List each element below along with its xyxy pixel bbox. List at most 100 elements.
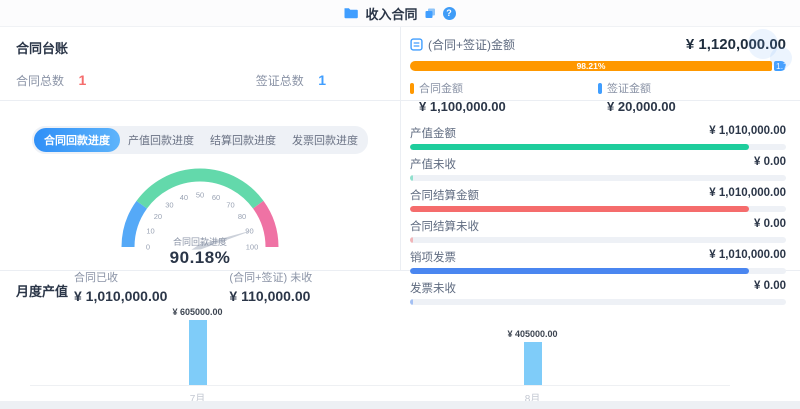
stat-row-invoice-unreceived: 发票未收 ¥ 0.00 bbox=[410, 278, 786, 305]
monthly-title: 月度产值 bbox=[16, 284, 69, 299]
legend-visa-amount: 签证金额 ¥ 20,000.00 bbox=[598, 80, 786, 114]
gauge-segment bbox=[121, 200, 148, 248]
received-label: 合同已收 bbox=[74, 272, 118, 284]
monthly-bar[interactable] bbox=[523, 342, 542, 385]
gauge-tick-label: 90 bbox=[245, 226, 253, 235]
contract-total-label: 合同总数 bbox=[16, 74, 65, 88]
contract-total-value: 1 bbox=[78, 72, 87, 88]
repayment-gauge[interactable]: 0 10 20 30 40 50 60 70 80 90 100 合同回款进度 90.18% bbox=[16, 161, 384, 268]
stat-progress-fill bbox=[410, 144, 750, 150]
section-divider bbox=[0, 100, 800, 101]
gauge-percent-value: 90.18% bbox=[169, 248, 231, 267]
stat-progress-fill bbox=[410, 299, 414, 305]
contract-visa-stacked-bar[interactable]: 98.21% 1.79% bbox=[410, 61, 786, 71]
stat-progress-track bbox=[410, 237, 786, 243]
page-header: 收入合同 ? bbox=[0, 0, 800, 27]
help-icon[interactable]: ? bbox=[442, 6, 456, 20]
gauge-tick-label: 60 bbox=[212, 193, 220, 202]
stacked-bar-visa-segment[interactable]: 1.79% bbox=[774, 61, 786, 71]
stat-progress-track bbox=[410, 299, 786, 305]
ledger-counts: 合同总数 1 签证总数 1 bbox=[16, 72, 384, 90]
gauge-tick-label: 50 bbox=[196, 191, 204, 200]
folder-icon bbox=[344, 8, 359, 19]
monthly-x-axis-label: 8月 bbox=[524, 394, 541, 401]
gauge-needle bbox=[191, 229, 256, 250]
copy-icon[interactable] bbox=[425, 8, 436, 19]
stat-amount: ¥ 0.00 bbox=[754, 218, 786, 230]
gauge-tick-label: 70 bbox=[226, 200, 234, 209]
stat-progress-fill bbox=[410, 175, 414, 181]
legend-marker-orange bbox=[410, 82, 414, 94]
stat-amount: ¥ 0.00 bbox=[754, 156, 786, 168]
stat-progress-track bbox=[410, 206, 786, 212]
gauge-segment bbox=[136, 168, 264, 209]
gauge-label: 合同回款进度 bbox=[173, 236, 227, 247]
visa-total: 签证总数 1 bbox=[256, 72, 326, 90]
visa-total-label: 签证总数 bbox=[255, 74, 304, 88]
gauge-tick-label: 20 bbox=[154, 212, 162, 221]
stat-row-output-amount: 产值金额 ¥ 1,010,000.00 bbox=[410, 123, 786, 150]
received-value: ¥ 1,010,000.00 bbox=[74, 288, 168, 304]
amount-summary-panel: (合同+签证)金额 ¥ 1,120,000.00 98.21% 1.79% 合同… bbox=[401, 27, 800, 305]
contract-ledger-panel: 合同台账 合同总数 1 签证总数 1 合同回款进度 产值回款进度 结算回款进度 … bbox=[0, 27, 400, 304]
gauge-segment bbox=[252, 200, 279, 248]
stat-row-settlement-unreceived: 合同结算未收 ¥ 0.00 bbox=[410, 216, 786, 243]
ledger-title: 合同台账 bbox=[16, 41, 69, 56]
monthly-bar[interactable] bbox=[188, 320, 207, 385]
amount-stat-rows: 产值金额 ¥ 1,010,000.00 产值未收 ¥ 0.00 合同结算金额 ¥… bbox=[410, 123, 786, 305]
gauge-tick-label: 10 bbox=[146, 226, 154, 235]
x-axis-line bbox=[30, 385, 730, 386]
gauge-amounts: 合同已收 ¥ 1,010,000.00 (合同+签证) 未收 ¥ 110,000… bbox=[16, 269, 384, 304]
stat-progress-track bbox=[410, 175, 786, 181]
stat-progress-fill bbox=[410, 268, 750, 274]
page-title: 收入合同 bbox=[365, 6, 418, 22]
stat-row-output-unreceived: 产值未收 ¥ 0.00 bbox=[410, 154, 786, 181]
stat-row-output-invoice: 销项发票 ¥ 1,010,000.00 bbox=[410, 247, 786, 274]
stacked-bar-legend: 合同金额 ¥ 1,100,000.00 签证金额 ¥ 20,000.00 bbox=[410, 80, 786, 114]
monthly-bar-value-label: ¥ 405000.00 bbox=[507, 329, 558, 339]
tab-settlement-repayment[interactable]: 结算回款进度 bbox=[210, 135, 276, 147]
visa-total-value: 1 bbox=[318, 72, 326, 88]
stat-amount: ¥ 1,010,000.00 bbox=[709, 187, 786, 199]
summary-header: (合同+签证)金额 ¥ 1,120,000.00 bbox=[410, 36, 786, 53]
stat-progress-fill bbox=[410, 206, 750, 212]
stat-label: 合同结算金额 bbox=[410, 190, 479, 202]
gauge-tick-label: 0 bbox=[146, 243, 150, 252]
monthly-bar-value-label: ¥ 605000.00 bbox=[172, 307, 223, 317]
panel-divider-vertical bbox=[400, 27, 401, 270]
stat-row-settlement-amount: 合同结算金额 ¥ 1,010,000.00 bbox=[410, 185, 786, 212]
tab-invoice-repayment[interactable]: 发票回款进度 bbox=[292, 135, 358, 147]
summary-title: (合同+签证)金额 bbox=[428, 38, 516, 52]
monthly-output-section: 月度产值 ¥ 605000.00 7月 ¥ 405000.00 8月 bbox=[0, 271, 800, 401]
legend-visa-value: ¥ 20,000.00 bbox=[607, 99, 676, 114]
tab-contract-repayment[interactable]: 合同回款进度 bbox=[34, 128, 120, 152]
legend-marker-blue bbox=[598, 82, 602, 94]
stat-label: 产值未收 bbox=[410, 159, 456, 171]
legend-contract-label: 合同金额 bbox=[419, 83, 463, 95]
gauge-tick-label: 100 bbox=[246, 243, 259, 252]
stat-progress-track bbox=[410, 144, 786, 150]
gauge-tick-label: 30 bbox=[165, 200, 173, 209]
stat-label: 销项发票 bbox=[410, 252, 456, 264]
stat-amount: ¥ 1,010,000.00 bbox=[709, 125, 786, 137]
unreceived-block: (合同+签证) 未收 ¥ 110,000.00 bbox=[229, 269, 312, 304]
stat-label: 发票未收 bbox=[410, 283, 456, 295]
stat-amount: ¥ 0.00 bbox=[754, 280, 786, 292]
stat-progress-track bbox=[410, 268, 786, 274]
received-block: 合同已收 ¥ 1,010,000.00 bbox=[74, 269, 167, 304]
tab-output-repayment[interactable]: 产值回款进度 bbox=[128, 135, 194, 147]
legend-visa-label: 签证金额 bbox=[607, 83, 651, 95]
progress-tabs: 合同回款进度 产值回款进度 结算回款进度 发票回款进度 bbox=[32, 126, 368, 154]
gauge-tick-label: 40 bbox=[180, 193, 188, 202]
document-icon bbox=[410, 38, 423, 51]
stacked-bar-contract-segment[interactable]: 98.21% bbox=[410, 61, 772, 71]
contract-total: 合同总数 1 bbox=[16, 72, 86, 90]
stat-amount: ¥ 1,010,000.00 bbox=[709, 249, 786, 261]
summary-total-amount: ¥ 1,120,000.00 bbox=[685, 36, 786, 53]
gauge-tick-label: 80 bbox=[238, 212, 246, 221]
legend-contract-amount: 合同金额 ¥ 1,100,000.00 bbox=[410, 80, 598, 114]
stat-label: 产值金额 bbox=[410, 128, 456, 140]
monthly-bar-chart: ¥ 605000.00 7月 ¥ 405000.00 8月 bbox=[0, 271, 800, 401]
